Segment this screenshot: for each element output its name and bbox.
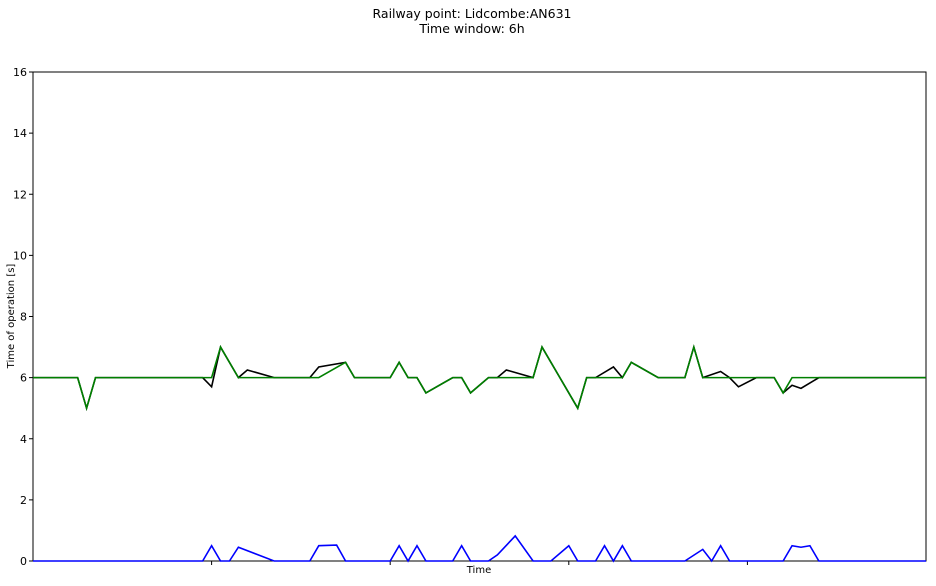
y-tick-label: 8 [20, 311, 27, 324]
series-line-1 [33, 344, 926, 412]
y-tick-label: 6 [20, 372, 27, 385]
series-line-2 [33, 534, 926, 563]
y-tick-label: 12 [13, 188, 27, 201]
y-tick-label: 10 [13, 249, 27, 262]
chart-subtitle: Time window: 6h [418, 21, 524, 36]
plot-area-frame [32, 71, 927, 562]
y-axis-label: Time of operation [s] [6, 264, 17, 370]
chart-title: Railway point: Lidcombe:AN631 [373, 6, 572, 21]
y-tick-label: 14 [13, 127, 27, 140]
y-axis-ticks: 0 2 4 6 8 10 12 14 16 [13, 66, 33, 568]
y-tick-label: 16 [13, 66, 27, 79]
series-lines [33, 344, 926, 563]
x-axis-label: Time [466, 565, 491, 576]
y-tick-label: 2 [20, 494, 27, 507]
y-tick-label: 0 [20, 555, 27, 568]
y-tick-label: 4 [20, 433, 27, 446]
